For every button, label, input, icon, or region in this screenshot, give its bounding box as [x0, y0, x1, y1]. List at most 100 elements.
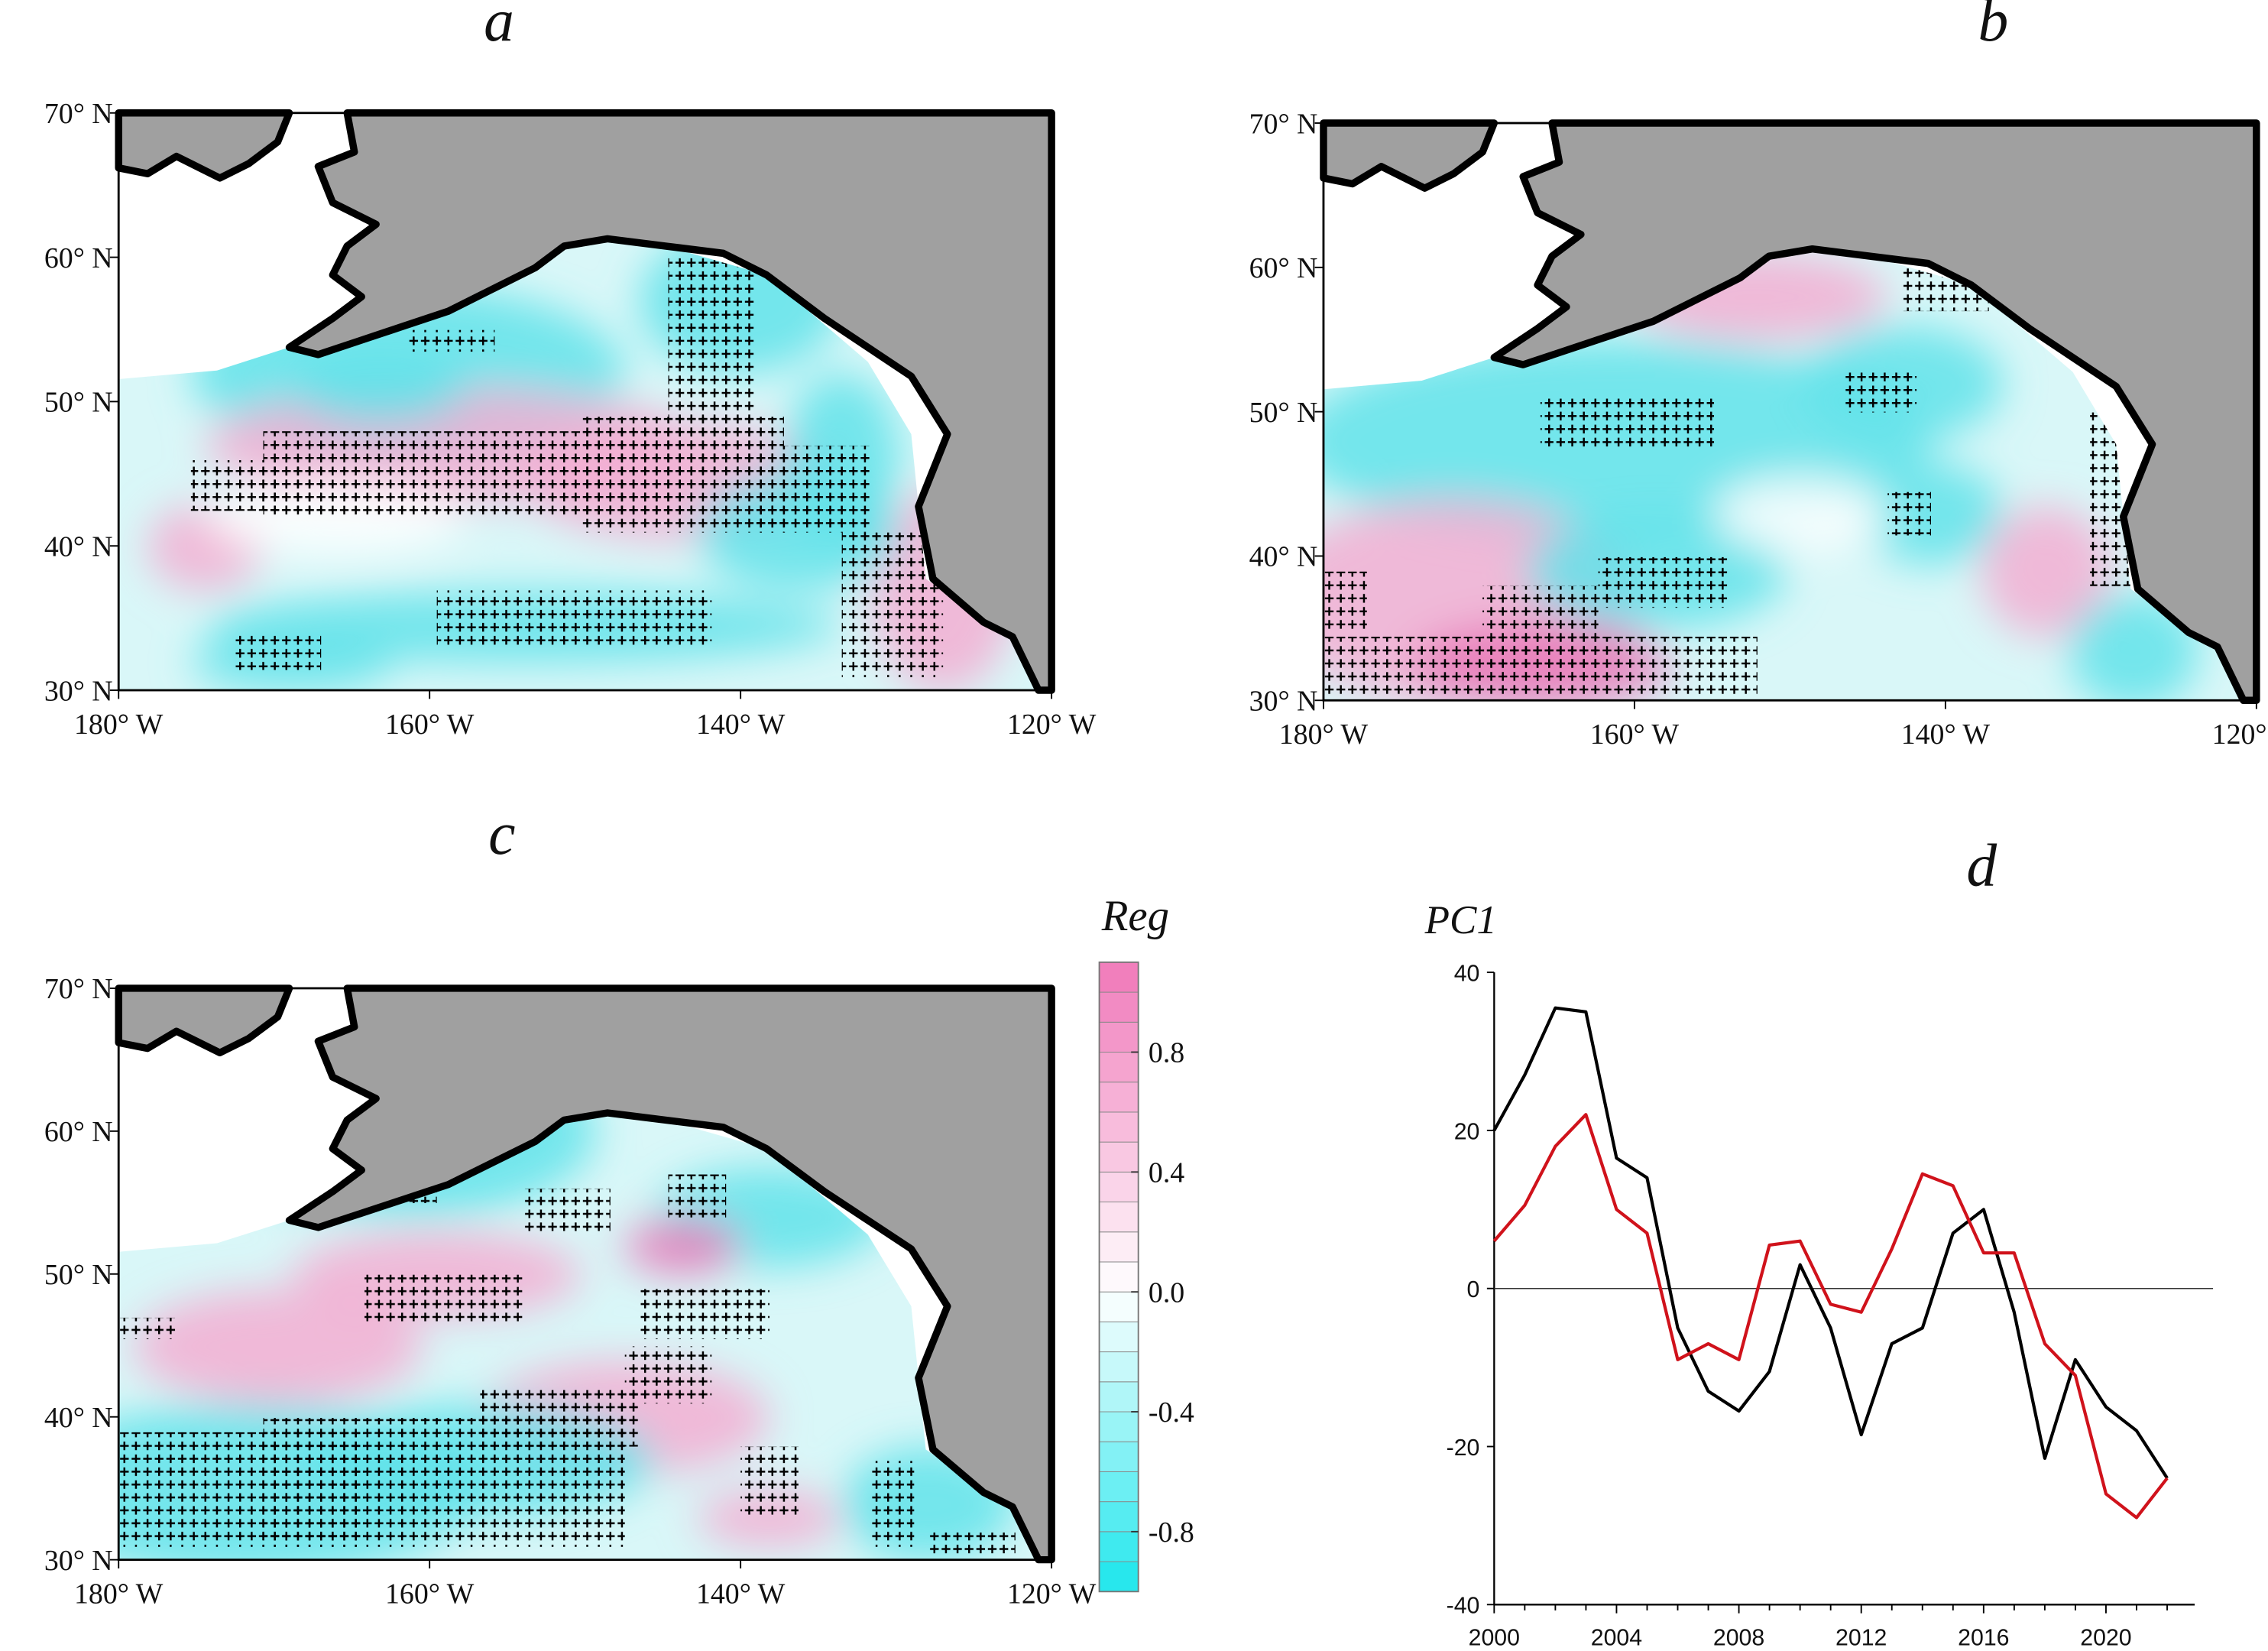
colorbar-step [1099, 1561, 1139, 1592]
land [1320, 119, 1498, 192]
colorbar-step [1099, 1501, 1139, 1533]
field-blob [1981, 506, 2112, 637]
y-axis-label: PC1 [1424, 898, 1497, 942]
lat-label: 60° N [44, 1116, 113, 1148]
lat-label: 40° N [1249, 541, 1318, 573]
x-tick-label: 2000 [1469, 1625, 1520, 1650]
land [285, 109, 1055, 694]
lat-label: 70° N [44, 98, 113, 130]
colorbar-step [1099, 1082, 1139, 1113]
significance [624, 1346, 712, 1404]
x-tick-label: 2008 [1713, 1625, 1764, 1650]
significance [1323, 636, 1758, 695]
colorbar-tick-label: -0.4 [1149, 1396, 1194, 1429]
y-tick-label: 0 [1467, 1277, 1480, 1302]
colorbar-step [1099, 1411, 1139, 1442]
x-tick-label: 2020 [2080, 1625, 2131, 1650]
land [115, 984, 293, 1056]
colorbar-step [1099, 1202, 1139, 1233]
significance [263, 1418, 625, 1547]
lat-label: 30° N [1249, 686, 1318, 718]
significance [755, 446, 871, 533]
lat-label: 30° N [44, 675, 113, 707]
lat-label: 70° N [1249, 108, 1318, 140]
lat-label: 40° N [44, 1402, 113, 1434]
significance [234, 634, 322, 670]
x-tick-label: 2012 [1835, 1625, 1887, 1650]
colorbar-tick-label: 0.4 [1149, 1157, 1184, 1189]
lon-label: 180° W [1279, 718, 1369, 751]
x-tick-label: 2004 [1591, 1625, 1642, 1650]
significance [740, 1446, 799, 1519]
land [115, 109, 293, 182]
lat-label: 30° N [44, 1545, 113, 1577]
colorbar-step [1099, 1321, 1139, 1353]
colorbar-frame [1098, 961, 1139, 1593]
lon-label: 140° W [696, 1578, 786, 1610]
lat-label: 60° N [1249, 252, 1318, 284]
significance [118, 1317, 177, 1340]
colorbar-step [1099, 1021, 1139, 1053]
colorbar-tick-label: -0.8 [1149, 1516, 1194, 1549]
lon-label: 160° W [1590, 718, 1680, 751]
field-blob [2068, 593, 2199, 701]
series-line [1492, 1113, 2169, 1520]
significance [639, 1289, 770, 1340]
colorbar-step [1099, 1291, 1139, 1322]
colorbar-tick-label: 0.0 [1149, 1276, 1184, 1309]
y-tick-label: 40 [1454, 961, 1480, 986]
field-blob [1714, 477, 1888, 550]
lon-label: 180° W [74, 709, 164, 741]
y-tick-label: 20 [1454, 1119, 1480, 1144]
field-blob [624, 1217, 741, 1275]
significance [1844, 368, 1917, 413]
lon-label: 120° W [1007, 1578, 1097, 1610]
panel-label: b [1978, 0, 2008, 54]
series-line [1492, 1006, 2169, 1479]
colorbar-step [1099, 962, 1139, 993]
colorbar-step [1099, 1231, 1139, 1263]
lat-label: 40° N [44, 530, 113, 563]
colorbar-step [1099, 1531, 1139, 1562]
lon-label: 120° W [1007, 709, 1097, 741]
significance [1323, 571, 1367, 630]
colorbar-label: Reg [1101, 892, 1169, 940]
lon-label: 140° W [696, 709, 786, 741]
significance [1540, 397, 1715, 449]
lon-label: 160° W [385, 1578, 475, 1610]
lat-label: 50° N [44, 1259, 113, 1291]
y-tick-label: -20 [1447, 1435, 1480, 1461]
colorbar-step [1099, 1441, 1139, 1472]
colorbar-step [1099, 1052, 1139, 1083]
significance [1887, 491, 1931, 536]
colorbar-step [1099, 1171, 1139, 1203]
lon-label: 180° W [74, 1578, 164, 1610]
colorbar-step [1099, 1141, 1139, 1173]
significance [1598, 556, 1729, 608]
significance [870, 1461, 915, 1547]
significance [668, 258, 756, 475]
lat-label: 70° N [44, 973, 113, 1005]
land [285, 984, 1055, 1564]
lat-label: 50° N [1249, 397, 1318, 429]
colorbar-step [1099, 991, 1139, 1023]
panel-label: c [488, 800, 515, 868]
x-tick-label: 2016 [1958, 1625, 2009, 1650]
lon-label: 140° W [1901, 718, 1991, 751]
field-blob [1858, 462, 2004, 565]
panel-label: a [484, 0, 514, 54]
colorbar-step [1099, 1111, 1139, 1143]
significance [928, 1533, 1016, 1555]
map [1320, 119, 2260, 704]
map [115, 109, 1055, 694]
lon-label: 120° W [2212, 718, 2268, 751]
significance [668, 1174, 727, 1218]
colorbar-step [1099, 1351, 1139, 1383]
y-tick-label: -40 [1447, 1594, 1480, 1619]
field-blob [133, 1289, 423, 1404]
field [118, 1112, 1039, 1560]
land [1490, 119, 2260, 704]
field-blob [697, 1489, 842, 1547]
